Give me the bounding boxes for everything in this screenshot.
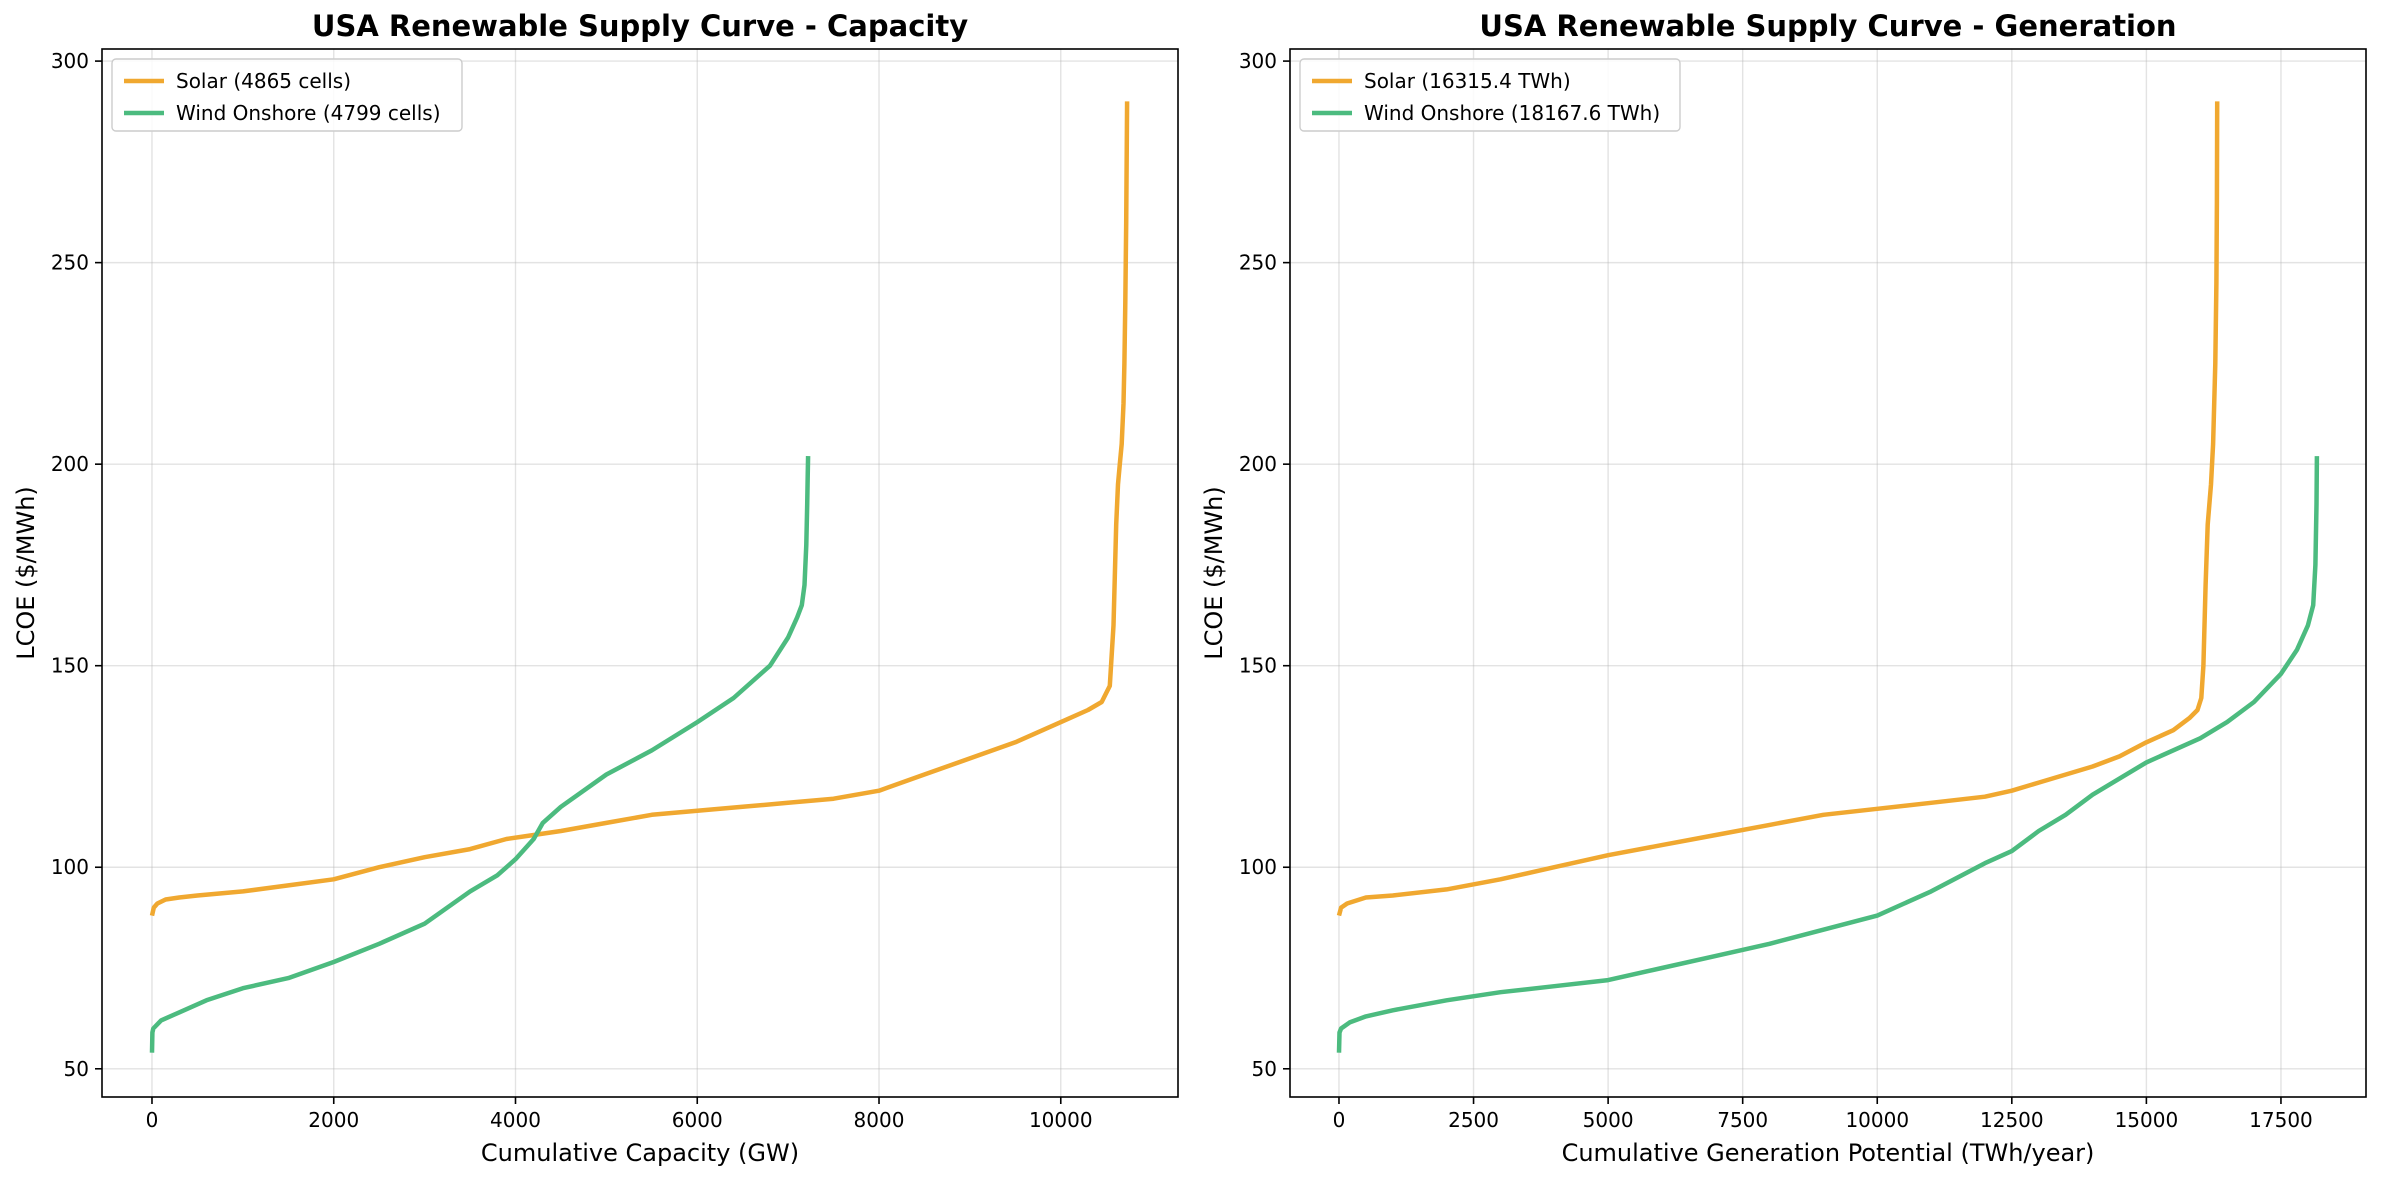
generation-legend: Solar (16315.4 TWh) Wind Onshore (18167.6… (1299, 58, 1681, 132)
generation-y-tick-label: 300 (1239, 49, 1277, 73)
capacity-legend-wind-onshore-label: Wind Onshore (4799 cells) (176, 101, 441, 125)
generation-y-tick-label: 250 (1239, 251, 1277, 275)
generation-grid (1290, 49, 2366, 1097)
generation-legend-wind-onshore-label: Wind Onshore (18167.6 TWh) (1364, 101, 1660, 125)
generation-y-tick-label: 200 (1239, 452, 1277, 476)
capacity-series-lines (149, 101, 1130, 1053)
generation-x-axis-label: Cumulative Generation Potential (TWh/yea… (1562, 1139, 2095, 1167)
capacity-y-tick-label: 300 (51, 49, 89, 73)
generation-y-tick-label: 50 (1252, 1057, 1277, 1081)
capacity-solar-line (149, 101, 1130, 917)
generation-chart-title: USA Renewable Supply Curve - Generation (1479, 9, 2176, 43)
capacity-x-axis-label: Cumulative Capacity (GW) (481, 1139, 799, 1167)
generation-solar-line (1336, 101, 2220, 917)
generation-ticks: 0 2500 5000 7500 10000 12500 15000 17500 50 100 15… (1239, 49, 2313, 1132)
capacity-chart-title: USA Renewable Supply Curve - Capacity (312, 9, 968, 43)
capacity-x-tick-label: 2000 (308, 1108, 359, 1132)
generation-x-tick-label: 12500 (1980, 1108, 2044, 1132)
capacity-x-tick-label: 10000 (1029, 1108, 1093, 1132)
generation-x-tick-label: 17500 (2249, 1108, 2313, 1132)
generation-x-tick-label: 7500 (1717, 1108, 1768, 1132)
generation-legend-box (1299, 58, 1681, 132)
capacity-wind-onshore-line (149, 456, 811, 1053)
capacity-chart-panel: USA Renewable Supply Curve - Capacity 0 2… (12, 9, 1179, 1167)
capacity-y-tick-label: 150 (51, 654, 89, 678)
capacity-y-tick-label: 50 (64, 1057, 89, 1081)
capacity-legend-solar-label: Solar (4865 cells) (176, 69, 351, 93)
generation-y-axis-label: LCOE ($/MWh) (1200, 486, 1228, 660)
generation-x-tick-label: 0 (1333, 1108, 1346, 1132)
capacity-legend: Solar (4865 cells) Wind Onshore (4799 cel… (111, 58, 463, 132)
generation-x-tick-label: 5000 (1583, 1108, 1634, 1132)
generation-plot-frame (1289, 48, 2367, 1098)
generation-legend-solar-label: Solar (16315.4 TWh) (1364, 69, 1571, 93)
capacity-ticks: 0 2000 4000 6000 8000 10000 50 100 150 200 250 300 (51, 49, 1093, 1132)
generation-x-tick-label: 15000 (2115, 1108, 2179, 1132)
capacity-y-tick-label: 250 (51, 251, 89, 275)
capacity-y-tick-label: 200 (51, 452, 89, 476)
generation-chart-panel: USA Renewable Supply Curve - Generation … (1200, 9, 2367, 1167)
generation-x-tick-label: 2500 (1448, 1108, 1499, 1132)
capacity-y-tick-label: 100 (51, 855, 89, 879)
generation-wind-onshore-line (1336, 456, 2320, 1053)
generation-x-tick-label: 10000 (1845, 1108, 1909, 1132)
capacity-legend-box (111, 58, 463, 132)
capacity-y-axis-label: LCOE ($/MWh) (12, 486, 40, 660)
capacity-x-tick-label: 8000 (854, 1108, 905, 1132)
capacity-x-tick-label: 6000 (672, 1108, 723, 1132)
generation-y-tick-label: 150 (1239, 654, 1277, 678)
generation-series-lines (1336, 101, 2320, 1053)
capacity-plot-frame (101, 48, 1179, 1098)
generation-y-tick-label: 100 (1239, 855, 1277, 879)
capacity-grid (102, 49, 1178, 1097)
capacity-x-tick-label: 0 (146, 1108, 159, 1132)
capacity-x-tick-label: 4000 (490, 1108, 541, 1132)
